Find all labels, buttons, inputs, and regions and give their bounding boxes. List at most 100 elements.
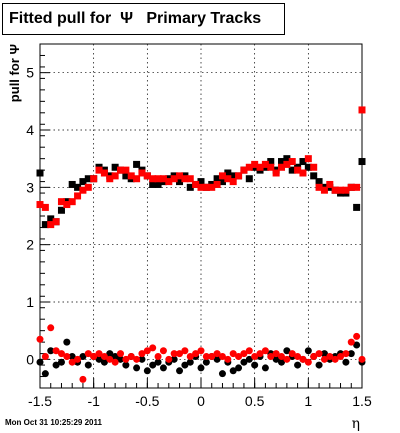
- data-point-square-black: [315, 178, 323, 186]
- data-point-circle-red: [342, 350, 350, 358]
- data-point-square-black: [74, 183, 82, 191]
- data-point-square-black: [353, 203, 361, 211]
- data-point-square-red: [304, 155, 312, 163]
- data-point-circle-red: [304, 358, 312, 366]
- x-tick-label: 1: [304, 393, 312, 409]
- data-point-square-red: [41, 203, 49, 211]
- data-point-circle-black: [304, 347, 312, 355]
- data-point-circle-red: [272, 350, 280, 358]
- x-tick-label: 1.5: [352, 393, 372, 409]
- data-point-circle-black: [353, 341, 361, 349]
- data-point-square-red: [95, 166, 103, 174]
- data-point-square-red: [159, 175, 167, 183]
- data-point-square-black: [229, 172, 237, 180]
- x-tick-label: 0: [197, 393, 205, 409]
- data-point-square-red: [299, 169, 307, 177]
- y-tick-label: 4: [26, 122, 34, 138]
- data-point-circle-black: [229, 367, 237, 375]
- data-point-circle-red: [299, 355, 307, 363]
- data-point-circle-red: [218, 352, 226, 360]
- data-point-circle-black: [186, 358, 194, 366]
- data-point-circle-red: [267, 352, 275, 360]
- data-point-square-red: [272, 169, 280, 177]
- data-point-square-red: [79, 186, 87, 194]
- data-point-square-red: [224, 175, 232, 183]
- data-point-circle-red: [165, 355, 173, 363]
- data-point-circle-red: [74, 355, 82, 363]
- data-point-circle-red: [149, 344, 157, 352]
- data-point-circle-black: [197, 364, 205, 372]
- data-point-square-red: [342, 186, 350, 194]
- data-point-circle-red: [245, 347, 253, 355]
- data-point-circle-red: [337, 352, 345, 360]
- data-point-circle-red: [278, 352, 285, 360]
- data-point-circle-red: [256, 350, 264, 358]
- data-point-square-red: [100, 169, 108, 177]
- data-point-square-red: [192, 180, 200, 188]
- data-point-square-red: [90, 175, 98, 183]
- data-point-square-red: [170, 175, 178, 183]
- data-point-square-red: [288, 158, 296, 166]
- data-point-circle-black: [36, 358, 44, 366]
- data-point-circle-black: [347, 350, 355, 358]
- data-point-square-red: [57, 198, 65, 206]
- data-point-circle-black: [154, 358, 162, 366]
- data-point-circle-red: [41, 352, 49, 360]
- chart-title: Fitted pull for Ψ Primary Tracks: [9, 10, 262, 27]
- data-point-circle-red: [208, 352, 216, 360]
- data-point-circle-black: [283, 347, 291, 355]
- data-point-circle-red: [181, 347, 189, 355]
- data-point-square-red: [111, 172, 119, 180]
- data-point-circle-red: [57, 350, 65, 358]
- data-point-square-black: [224, 169, 232, 177]
- data-point-circle-red: [36, 335, 44, 343]
- data-point-square-black: [288, 166, 296, 174]
- data-point-circle-black: [202, 358, 210, 366]
- y-tick-label: 1: [26, 294, 34, 310]
- data-point-circle-red: [95, 350, 103, 358]
- data-point-circle-black: [149, 361, 157, 369]
- data-point-circle-red: [310, 352, 318, 360]
- data-point-circle-red: [197, 347, 205, 355]
- data-point-circle-black: [95, 355, 103, 363]
- data-point-square-black: [68, 180, 76, 188]
- data-point-circle-red: [159, 347, 167, 355]
- data-point-square-red: [186, 175, 194, 183]
- data-point-circle-black: [261, 364, 269, 372]
- data-point-circle-black: [111, 352, 119, 360]
- data-point-square-red: [331, 186, 339, 194]
- data-points: [36, 106, 366, 383]
- data-point-circle-red: [235, 352, 243, 360]
- data-point-square-black: [218, 178, 226, 186]
- data-point-circle-red: [84, 350, 92, 358]
- data-point-circle-black: [342, 358, 350, 366]
- data-point-square-red: [36, 201, 44, 209]
- data-point-square-red: [235, 172, 243, 180]
- data-point-circle-red: [127, 352, 135, 360]
- data-point-square-black: [267, 158, 275, 166]
- y-tick-label: 2: [26, 237, 34, 253]
- data-point-circle-red: [224, 355, 232, 363]
- data-point-circle-black: [122, 361, 130, 369]
- data-point-square-red: [213, 180, 221, 188]
- data-point-square-black: [299, 158, 307, 166]
- data-point-square-red: [294, 166, 302, 174]
- data-point-circle-black: [106, 350, 114, 358]
- data-point-square-black: [213, 175, 221, 183]
- data-point-square-red: [106, 175, 114, 183]
- data-point-square-red: [261, 160, 269, 168]
- data-point-square-red: [358, 106, 366, 114]
- data-point-square-red: [240, 166, 248, 174]
- data-point-square-black: [197, 178, 205, 186]
- data-point-circle-black: [176, 367, 184, 375]
- data-point-circle-red: [202, 352, 210, 360]
- data-point-circle-red: [186, 352, 194, 360]
- data-point-circle-red: [315, 350, 323, 358]
- data-point-square-red: [117, 166, 124, 174]
- data-point-square-red: [337, 186, 345, 194]
- data-point-square-red: [127, 172, 135, 180]
- data-point-circle-black: [251, 361, 259, 369]
- data-point-square-red: [197, 183, 205, 191]
- data-point-square-black: [122, 172, 130, 180]
- data-point-circle-black: [272, 355, 280, 363]
